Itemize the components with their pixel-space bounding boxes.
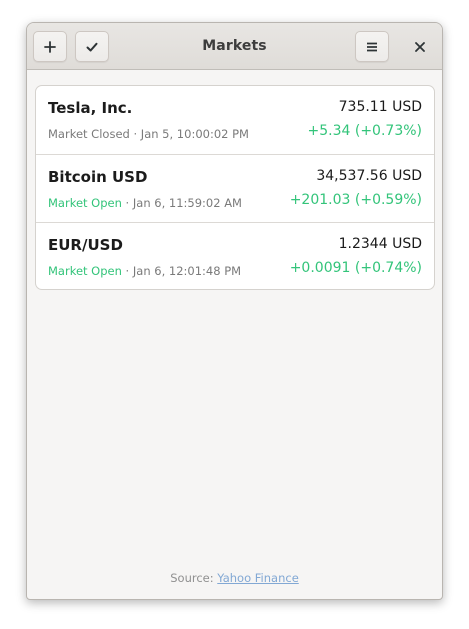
symbol-name: Bitcoin USD bbox=[48, 168, 148, 186]
status-separator: · bbox=[121, 196, 133, 210]
markets-window: Markets Tesla, Inc. Market Closed · Jan … bbox=[26, 22, 443, 600]
selection-mode-button[interactable] bbox=[75, 31, 109, 62]
symbol-status: Market Open · Jan 6, 11:59:02 AM bbox=[48, 196, 242, 210]
status-separator: · bbox=[121, 264, 133, 278]
yahoo-finance-link[interactable]: Yahoo Finance bbox=[217, 571, 299, 585]
hamburger-menu-icon bbox=[367, 42, 377, 51]
market-state: Market Open bbox=[48, 196, 122, 210]
source-label: Source: bbox=[170, 571, 218, 585]
quote-time: Jan 6, 11:59:02 AM bbox=[132, 196, 242, 210]
price-value: 735.11 bbox=[338, 99, 388, 115]
symbol-price: 34,537.56 USD bbox=[316, 168, 422, 184]
close-icon bbox=[415, 41, 425, 52]
quote-time: Jan 6, 12:01:48 PM bbox=[132, 264, 242, 278]
symbol-row-bitcoin[interactable]: Bitcoin USD Market Open · Jan 6, 11:59:0… bbox=[36, 154, 434, 222]
price-value: 34,537.56 bbox=[316, 168, 388, 184]
symbol-change: +0.0091 (+0.74%) bbox=[289, 260, 422, 276]
price-currency: USD bbox=[392, 99, 422, 115]
checkmark-icon bbox=[86, 42, 98, 51]
quote-time: Jan 5, 10:00:02 PM bbox=[140, 127, 249, 141]
symbol-name: EUR/USD bbox=[48, 236, 123, 254]
price-currency: USD bbox=[392, 168, 422, 184]
add-symbol-button[interactable] bbox=[33, 31, 67, 62]
symbol-price: 1.2344 USD bbox=[339, 236, 422, 252]
plus-icon bbox=[44, 40, 56, 53]
symbol-change: +201.03 (+0.59%) bbox=[289, 192, 422, 208]
status-separator: · bbox=[129, 127, 141, 141]
market-state: Market Open bbox=[48, 264, 122, 278]
symbols-list: Tesla, Inc. Market Closed · Jan 5, 10:00… bbox=[35, 85, 435, 290]
source-footer: Source: Yahoo Finance bbox=[27, 571, 442, 585]
price-value: 1.2344 bbox=[338, 236, 388, 252]
symbol-status: Market Open · Jan 6, 12:01:48 PM bbox=[48, 264, 241, 278]
symbol-price: 735.11 USD bbox=[339, 99, 422, 115]
window-title: Markets bbox=[202, 38, 267, 54]
symbol-status: Market Closed · Jan 5, 10:00:02 PM bbox=[48, 127, 249, 141]
price-currency: USD bbox=[392, 236, 422, 252]
symbol-row-eurusd[interactable]: EUR/USD Market Open · Jan 6, 12:01:48 PM… bbox=[36, 222, 434, 289]
symbol-name: Tesla, Inc. bbox=[48, 99, 133, 117]
main-menu-button[interactable] bbox=[355, 31, 389, 62]
symbol-row-tesla[interactable]: Tesla, Inc. Market Closed · Jan 5, 10:00… bbox=[36, 86, 434, 154]
header-bar: Markets bbox=[27, 23, 442, 70]
market-state: Market Closed bbox=[48, 127, 130, 141]
close-button[interactable] bbox=[405, 31, 435, 62]
symbol-change: +5.34 (+0.73%) bbox=[307, 123, 422, 139]
